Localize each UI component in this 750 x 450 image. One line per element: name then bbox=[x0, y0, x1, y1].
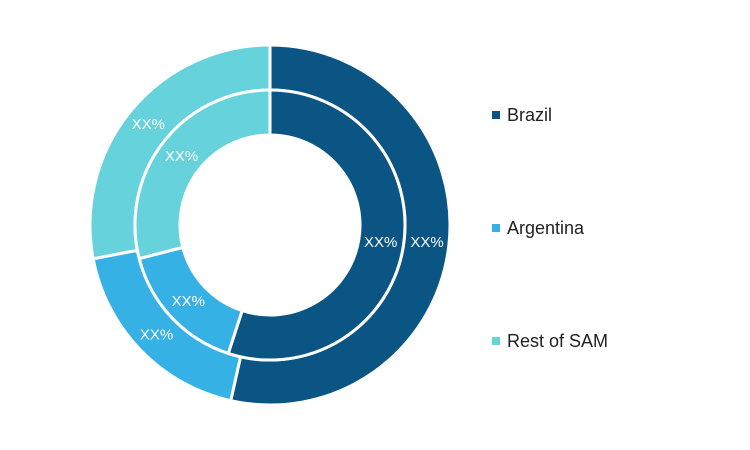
legend-label-argentina: Argentina bbox=[507, 217, 585, 238]
inner-label-brazil: XX% bbox=[364, 234, 397, 251]
chart-legend: Brazil Argentina Rest of SAM bbox=[492, 0, 732, 450]
inner-slice-rest-of-sam bbox=[133, 88, 272, 261]
legend-swatch-argentina bbox=[492, 224, 500, 232]
legend-swatch-brazil bbox=[492, 111, 500, 119]
legend-item-argentina: Argentina bbox=[492, 216, 584, 240]
legend-label-rest-of-sam: Rest of SAM bbox=[507, 330, 609, 351]
legend-label-brazil: Brazil bbox=[507, 104, 553, 125]
inner-label-rest-of-sam: XX% bbox=[165, 148, 198, 165]
legend-item-rest-of-sam: Rest of SAM bbox=[492, 329, 608, 353]
outer-label-rest-of-sam: XX% bbox=[132, 116, 165, 133]
legend-swatch-rest-of-sam bbox=[492, 337, 500, 345]
inner-label-argentina: XX% bbox=[172, 293, 205, 310]
legend-item-brazil: Brazil bbox=[492, 103, 552, 127]
outer-label-argentina: XX% bbox=[140, 326, 173, 343]
inner-slice-brazil bbox=[226, 88, 407, 362]
outer-label-brazil: XX% bbox=[410, 234, 443, 251]
